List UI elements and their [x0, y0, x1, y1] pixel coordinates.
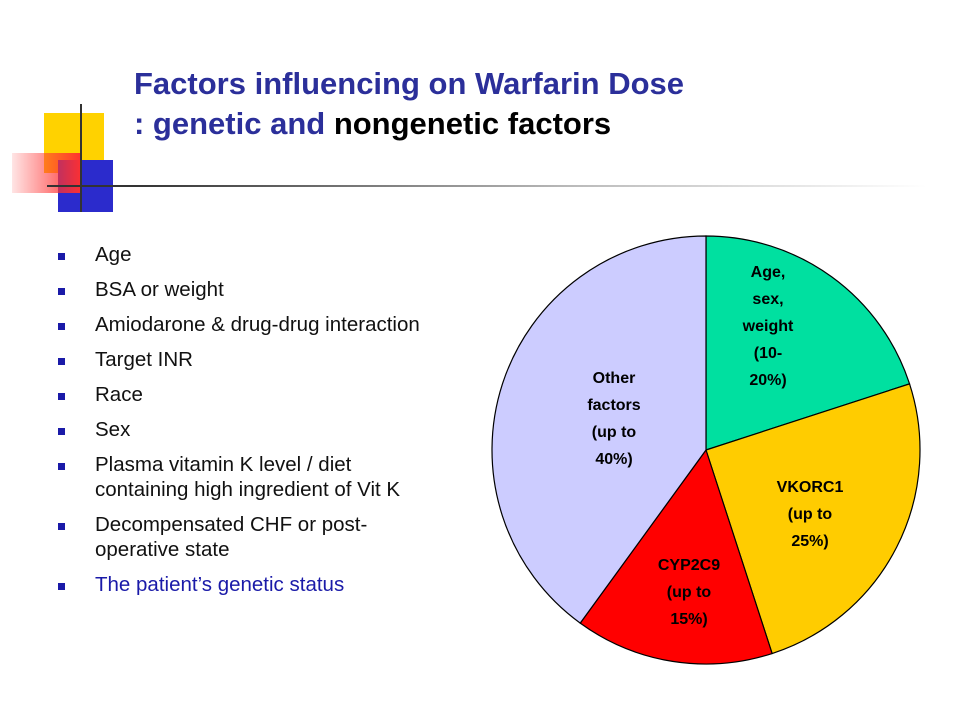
bullet-text: Plasma vitamin K level / diet	[95, 453, 352, 476]
pie-label-line: 40%)	[595, 451, 632, 468]
logo-vertical-line	[80, 104, 82, 212]
bullet-marker-icon	[58, 393, 65, 400]
bullet-item: Plasma vitamin K level / diet containing …	[58, 452, 478, 502]
pie-slice-label: Age, sex, weight (10- 20%)	[742, 264, 794, 389]
pie-label-line: (up to	[592, 424, 637, 441]
pie-label-line: (10-	[754, 345, 782, 362]
pie-slice-label: VKORC1 (up to 25%)	[777, 479, 844, 550]
bullet-text: The patient’s genetic status	[95, 573, 345, 596]
decorative-logo	[0, 0, 140, 220]
bullet-text: BSA or weight	[95, 278, 224, 301]
bullet-text: Age	[95, 243, 132, 266]
pie-label-line: Other	[593, 370, 636, 387]
bullet-item: Decompensated CHF or post-operative stat…	[58, 512, 478, 562]
pie-label-line: Age,	[751, 264, 786, 281]
bullet-text: Race	[95, 383, 143, 406]
bullet-text: operative state	[95, 538, 230, 561]
pie-label-line: (up to	[667, 584, 712, 601]
pie-slice	[705, 383, 921, 655]
bullet-marker-icon	[58, 253, 65, 260]
pie-slice	[491, 235, 707, 624]
title-line-2-emphasis: nongenetic factors	[333, 106, 612, 141]
pie-chart: Age, sex, weight (10- 20%) VKORC1 (up to 25%) CY…	[491, 235, 921, 665]
pie-label-line: factors	[587, 397, 640, 414]
pie-slice-label: Other factors (up to 40%)	[587, 370, 640, 468]
bullet-text: Amiodarone & drug-drug interaction	[95, 313, 420, 336]
bullet-marker-icon	[58, 583, 65, 590]
bullet-item: Race	[58, 382, 478, 407]
bullet-marker-icon	[58, 523, 65, 530]
pie-label-line: 15%)	[670, 611, 707, 628]
bullet-text: Decompensated CHF or post-	[95, 513, 368, 536]
pie-label-line: 25%)	[791, 533, 828, 550]
bullet-text: Target INR	[95, 348, 193, 371]
pie-slice-label: CYP2C9 (up to 15%)	[658, 557, 720, 628]
bullet-item: Sex	[58, 417, 478, 442]
factor-bullet-list: Age BSA or weight Amiodarone & drug-drug i…	[58, 242, 478, 607]
bullet-text: Sex	[95, 418, 131, 441]
logo-red-square	[12, 153, 82, 193]
title-line-1: Factors influencing on Warfarin Dose	[134, 66, 685, 101]
bullet-item: BSA or weight	[58, 277, 478, 302]
title-line-2: : genetic and nongenetic factors	[134, 104, 914, 144]
title-underline	[47, 185, 927, 187]
bullet-text: containing high ingredient of Vit K	[95, 478, 401, 501]
bullet-marker-icon	[58, 428, 65, 435]
slide-title: Factors influencing on Warfarin Dose : g…	[134, 64, 914, 144]
bullet-marker-icon	[58, 463, 65, 470]
bullet-marker-icon	[58, 358, 65, 365]
pie-label-line: CYP2C9	[658, 557, 720, 574]
bullet-item: Amiodarone & drug-drug interaction	[58, 312, 478, 337]
bullet-marker-icon	[58, 288, 65, 295]
bullet-item: Age	[58, 242, 478, 267]
bullet-marker-icon	[58, 323, 65, 330]
pie-slice	[705, 235, 911, 451]
pie-label-line: 20%)	[749, 372, 786, 389]
pie-label-line: sex,	[752, 291, 783, 308]
title-line-2-prefix: : genetic and	[134, 106, 334, 141]
pie-label-line: (up to	[788, 506, 833, 523]
pie-slice	[579, 448, 773, 665]
pie-label-line: weight	[742, 318, 794, 335]
pie-label-line: VKORC1	[777, 479, 844, 496]
bullet-item: Target INR	[58, 347, 478, 372]
bullet-item: The patient’s genetic status	[58, 572, 478, 597]
